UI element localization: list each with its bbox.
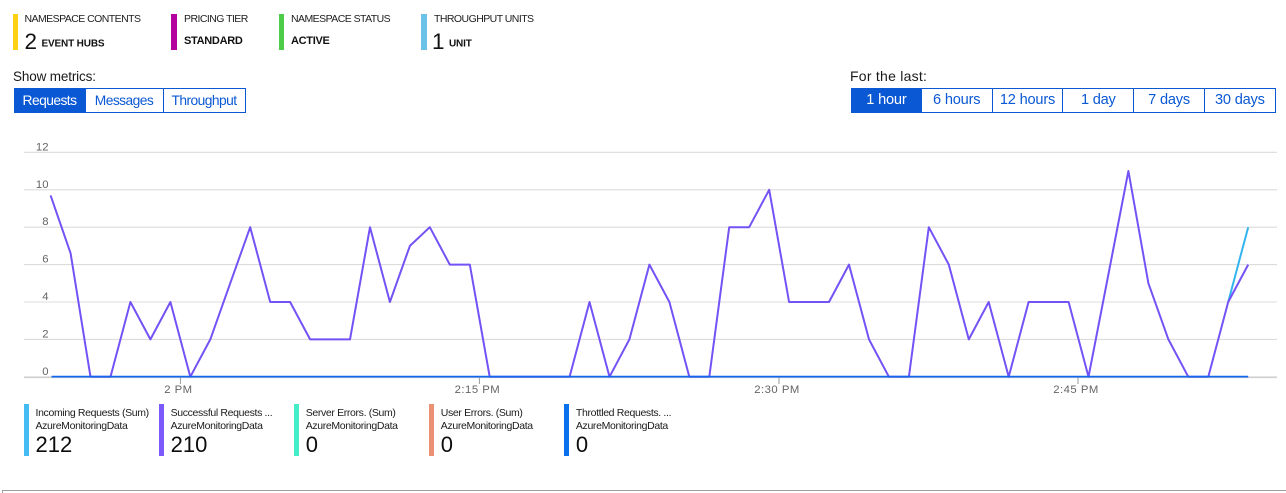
svg-text:2 PM: 2 PM — [164, 384, 192, 396]
svg-text:6: 6 — [42, 254, 48, 266]
svg-text:2:45 PM: 2:45 PM — [1053, 384, 1099, 396]
svg-text:2:15 PM: 2:15 PM — [455, 384, 501, 396]
svg-text:10: 10 — [36, 179, 49, 191]
svg-text:12: 12 — [36, 141, 49, 153]
svg-text:8: 8 — [42, 216, 48, 228]
svg-text:2:30 PM: 2:30 PM — [754, 384, 800, 396]
svg-text:4: 4 — [42, 291, 48, 303]
svg-text:2: 2 — [42, 328, 48, 340]
svg-text:0: 0 — [42, 366, 48, 378]
